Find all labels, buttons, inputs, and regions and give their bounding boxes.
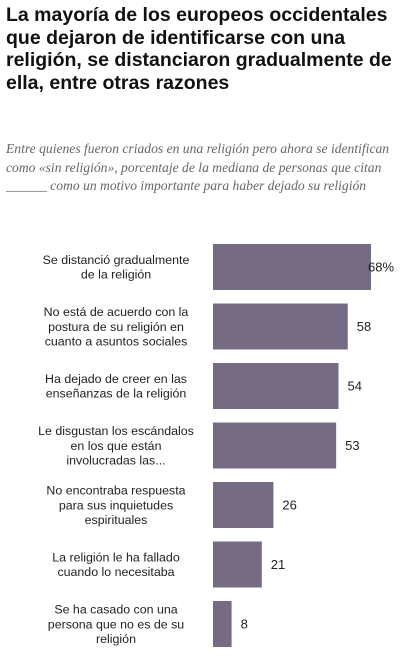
value-label: 8	[241, 617, 248, 632]
category-label: Se ha casado con una persona que no es de…	[48, 603, 185, 647]
category-label: No encontraba respuesta para sus inquietu…	[46, 484, 185, 528]
category-label: Se distanció gradualmente de la religión	[43, 253, 190, 282]
value-label: 54	[347, 379, 361, 394]
value-label: 53	[345, 438, 359, 453]
category-label: Ha dejado de creer en las enseñanzas de l…	[45, 372, 187, 401]
value-label: 26	[282, 498, 296, 513]
bar	[213, 303, 348, 350]
bar	[213, 601, 232, 647]
category-label: La religión le ha fallado cuando lo neces…	[52, 550, 180, 579]
bar-chart: 68% Se distanció gradualmente de la religi…	[38, 244, 394, 647]
value-label: 58	[357, 319, 371, 334]
chart-subtitle: Entre quienes fueron criados en una reli…	[6, 141, 390, 193]
bar	[213, 482, 274, 528]
value-label: 68%	[368, 260, 394, 275]
category-label: No está de acuerdo con la postura de su r…	[44, 305, 189, 349]
bar	[213, 422, 337, 469]
bar	[213, 541, 262, 588]
value-label: 21	[271, 557, 285, 572]
category-label: Le disgustan los escándalos en los que es…	[38, 424, 194, 468]
chart-title: La mayoría de los europeos occidentales …	[6, 4, 392, 94]
bar	[213, 244, 371, 290]
bar	[213, 363, 339, 409]
